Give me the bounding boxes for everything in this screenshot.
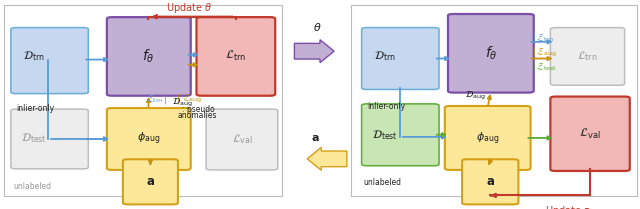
Text: $| \, \mathcal{Z}_{\rm test}$: $| \, \mathcal{Z}_{\rm test}$	[532, 60, 557, 73]
Text: $| \, \mathcal{Z}_{\rm aug}$: $| \, \mathcal{Z}_{\rm aug}$	[532, 46, 557, 59]
Text: $\mathcal{L}_{\rm val}$: $\mathcal{L}_{\rm val}$	[232, 132, 252, 146]
Text: $\mathbf{a}$: $\mathbf{a}$	[486, 175, 495, 188]
Text: $\mathcal{D}_{\rm aug}$: $\mathcal{D}_{\rm aug}$	[172, 97, 193, 109]
Text: $\mathcal{D}_{\rm aug}$: $\mathcal{D}_{\rm aug}$	[465, 90, 485, 102]
Text: $\mathcal{D}_{\rm test}$: $\mathcal{D}_{\rm test}$	[21, 131, 47, 145]
FancyBboxPatch shape	[550, 28, 625, 85]
Text: $\mathcal{Z}_{\rm trn}$: $\mathcal{Z}_{\rm trn}$	[146, 93, 164, 105]
Text: $\mathcal{L}_{\rm trn}$: $\mathcal{L}_{\rm trn}$	[577, 50, 598, 63]
Bar	[4, 5, 282, 196]
Text: $f_\theta$: $f_\theta$	[484, 45, 497, 62]
Text: $\theta$: $\theta$	[312, 21, 321, 33]
Text: $\mathcal{D}_{\rm test}$: $\mathcal{D}_{\rm test}$	[372, 128, 397, 142]
Text: $\mathcal{D}_{\rm trn}$: $\mathcal{D}_{\rm trn}$	[374, 50, 396, 63]
Text: unlabeled: unlabeled	[364, 178, 402, 187]
Text: inlier-only: inlier-only	[367, 102, 405, 111]
Text: $\mathcal{Z}_{\rm aug}$: $\mathcal{Z}_{\rm aug}$	[182, 93, 202, 105]
Text: inlier-only: inlier-only	[16, 104, 54, 113]
FancyArrow shape	[294, 40, 334, 63]
Text: $\phi_{\rm aug}$: $\phi_{\rm aug}$	[137, 131, 160, 147]
FancyArrow shape	[307, 147, 347, 170]
FancyBboxPatch shape	[11, 109, 88, 169]
Text: : pseudo: : pseudo	[182, 105, 215, 114]
Text: $\mathcal{L}_{\rm trn}$: $\mathcal{L}_{\rm trn}$	[225, 49, 246, 64]
Text: $\mathcal{L}_{\rm val}$: $\mathcal{L}_{\rm val}$	[579, 127, 601, 141]
FancyBboxPatch shape	[107, 108, 191, 170]
Text: $|$: $|$	[176, 92, 180, 106]
Text: $| \, \mathcal{Z}_{\rm trn}$: $| \, \mathcal{Z}_{\rm trn}$	[532, 31, 554, 44]
Text: $\mathbf{a}$: $\mathbf{a}$	[310, 133, 319, 143]
Text: $\phi_{\rm aug}$: $\phi_{\rm aug}$	[476, 131, 499, 147]
FancyBboxPatch shape	[462, 159, 518, 204]
FancyBboxPatch shape	[550, 97, 630, 171]
FancyBboxPatch shape	[448, 14, 534, 93]
FancyBboxPatch shape	[362, 104, 439, 166]
Text: $\mathbf{a}$: $\mathbf{a}$	[146, 175, 155, 188]
Text: $\mathcal{D}_{\rm trn}$: $\mathcal{D}_{\rm trn}$	[23, 50, 45, 63]
FancyBboxPatch shape	[107, 17, 191, 96]
FancyBboxPatch shape	[206, 109, 278, 170]
Text: Update $\theta$: Update $\theta$	[166, 1, 212, 15]
Text: anomalies: anomalies	[177, 111, 217, 121]
FancyBboxPatch shape	[11, 28, 88, 94]
Text: unlabeled: unlabeled	[13, 181, 51, 191]
Bar	[351, 5, 637, 196]
FancyBboxPatch shape	[362, 28, 439, 89]
FancyBboxPatch shape	[196, 17, 275, 96]
FancyBboxPatch shape	[445, 106, 531, 170]
Text: Update $\mathbf{a}$: Update $\mathbf{a}$	[545, 204, 591, 209]
FancyBboxPatch shape	[123, 159, 178, 204]
Text: $|$: $|$	[163, 92, 167, 106]
Text: $f_\theta$: $f_\theta$	[142, 48, 155, 65]
